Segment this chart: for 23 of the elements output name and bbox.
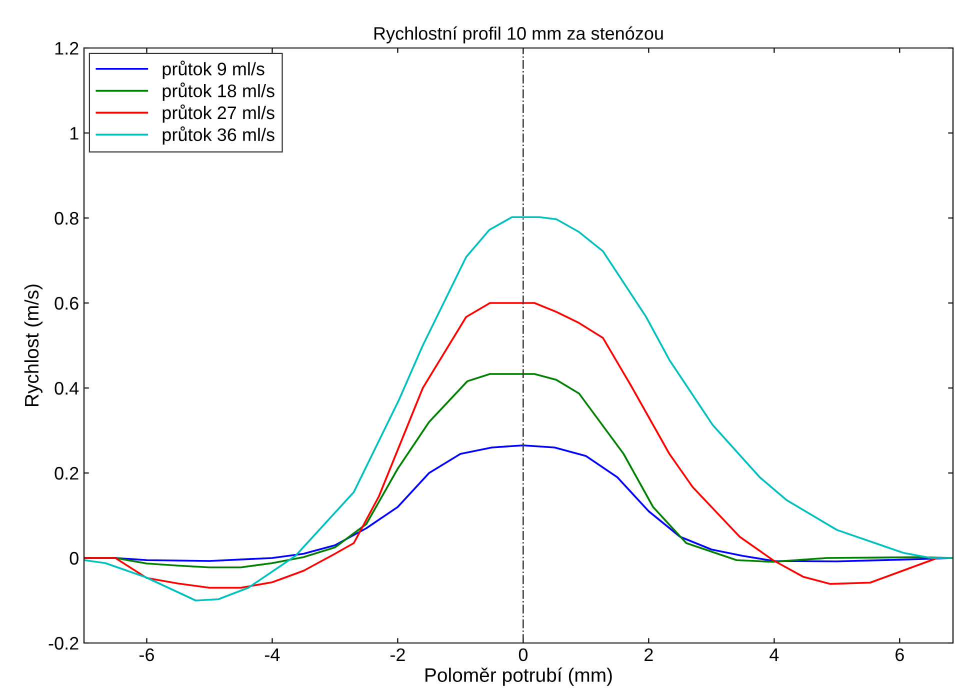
- y-tick-label: 0: [70, 552, 78, 565]
- y-tick-label: 1: [70, 127, 78, 140]
- x-tick-label: 4: [770, 648, 779, 661]
- x-tick-label: 0: [518, 648, 528, 662]
- legend-label: průtok 27 ml/s: [162, 104, 274, 123]
- legend-label: průtok 9 ml/s: [162, 60, 264, 79]
- x-axis-title: Poloměr potrubí (mm): [426, 667, 612, 686]
- y-tick-label: 0.6: [54, 296, 78, 310]
- legend-label: průtok 18 ml/s: [162, 82, 274, 101]
- chart-title: Rychlostní profil 10 mm za stenózou: [374, 26, 663, 44]
- x-tick-label: 6: [896, 648, 904, 662]
- x-tick-label: -2: [390, 648, 405, 661]
- y-tick-label: 0.2: [54, 466, 78, 480]
- y-tick-label: 1.2: [55, 42, 78, 55]
- x-tick-label: 2: [644, 648, 653, 661]
- y-tick-label: 0.8: [54, 212, 78, 225]
- line-series: [84, 216, 953, 602]
- y-axis-title: Rychlost (m/s): [24, 284, 42, 406]
- y-tick-label: 0.4: [54, 382, 79, 395]
- x-tick-label: -4: [265, 648, 280, 661]
- legend-label: průtok 36 ml/s: [162, 126, 274, 145]
- y-tick-label: -0.2: [48, 636, 78, 650]
- x-tick-label: -6: [140, 648, 154, 662]
